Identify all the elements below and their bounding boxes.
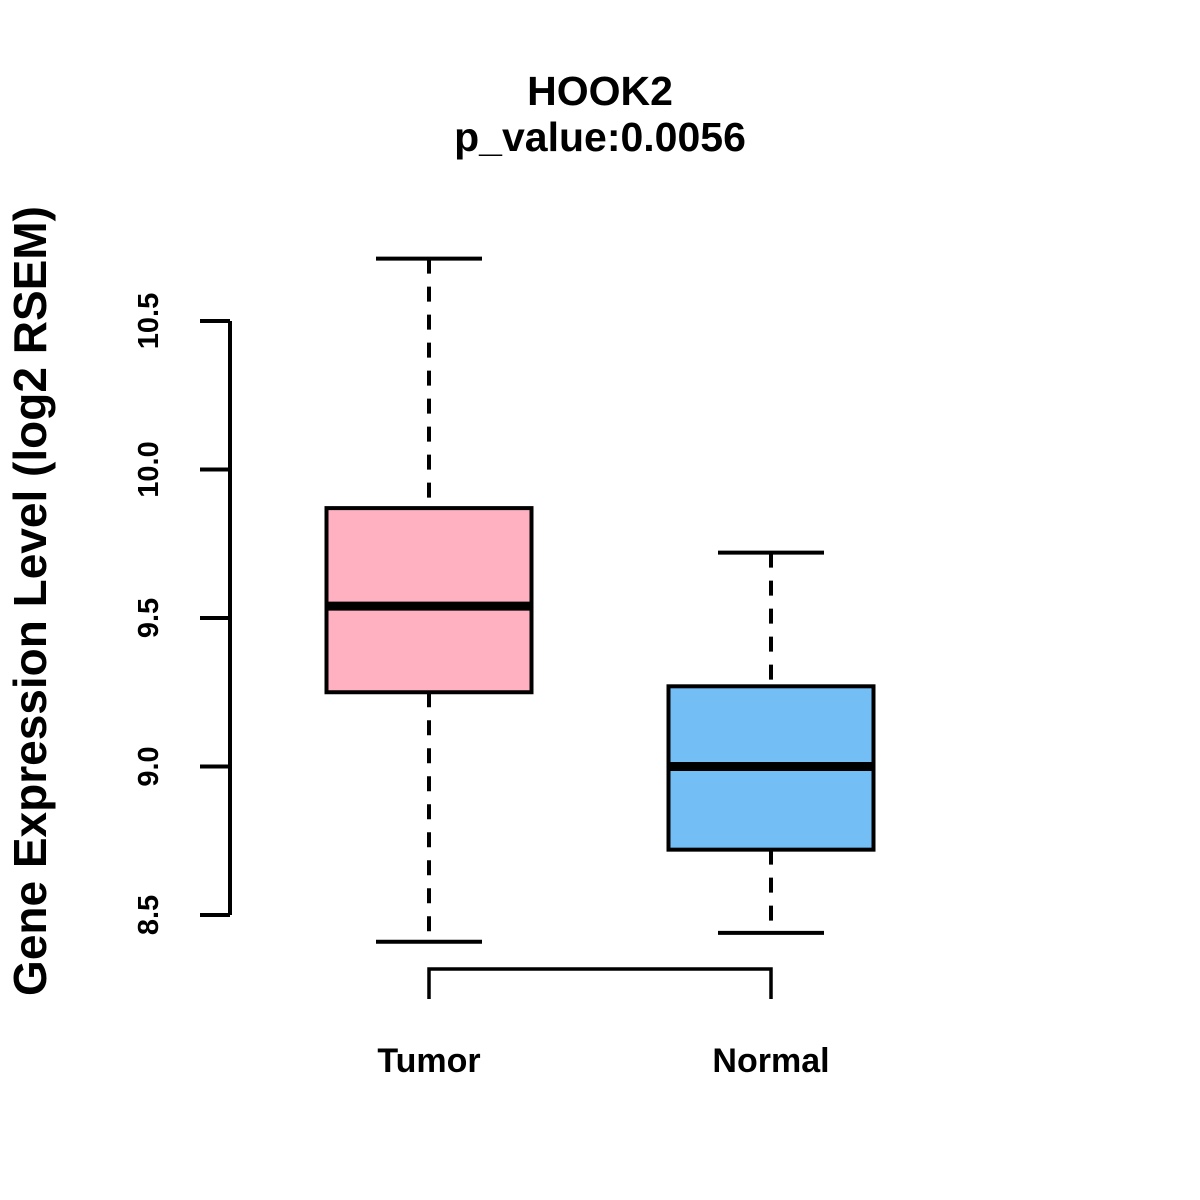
y-axis-tick-label: 9.0	[133, 746, 165, 786]
category-label-tumor: Tumor	[377, 1042, 480, 1080]
iqr-box-tumor	[324, 506, 534, 695]
chart-title: HOOK2	[527, 68, 673, 114]
category-label-normal: Normal	[712, 1042, 829, 1080]
y-axis-tick-label: 10.5	[133, 293, 165, 349]
chart-pvalue-subtitle: p_value:0.0056	[454, 114, 746, 160]
y-axis-tick-label: 8.5	[133, 895, 165, 935]
y-axis-tick-label: 9.5	[133, 598, 165, 638]
y-axis-tick-label: 10.0	[133, 441, 165, 497]
comparison-bracket	[427, 967, 773, 999]
